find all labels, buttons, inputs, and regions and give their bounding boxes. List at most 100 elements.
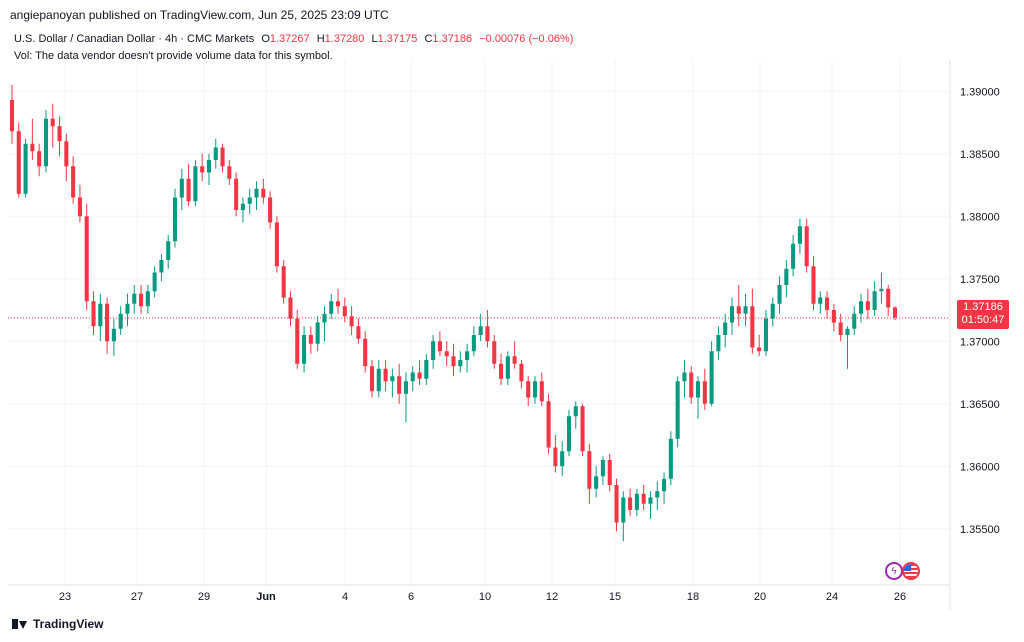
candle [125, 293, 130, 327]
candle-body [437, 341, 442, 352]
candle [648, 491, 653, 519]
y-tick-label: 1.37000 [960, 336, 1000, 348]
candle [308, 326, 313, 354]
candle [159, 253, 164, 282]
candle-body [553, 447, 558, 467]
candle [526, 376, 531, 407]
candle-body [206, 160, 212, 173]
candle-body [322, 313, 327, 323]
candle-body [478, 326, 483, 335]
candle [179, 168, 184, 210]
candle [566, 410, 572, 457]
candle [689, 366, 694, 404]
candle-body [166, 241, 171, 260]
open-label: O [261, 33, 270, 45]
tradingview-brand[interactable]: TradingView [12, 617, 103, 631]
candle-body [315, 322, 320, 344]
candle [763, 310, 768, 357]
candle [519, 360, 524, 389]
candle-body [859, 301, 864, 314]
candle [485, 310, 490, 348]
candle-body [825, 297, 830, 310]
candle-body [668, 438, 673, 479]
candle-body [655, 491, 660, 498]
candle-body [587, 451, 592, 489]
candle [376, 360, 381, 398]
candle-body [57, 126, 62, 142]
candle [784, 260, 789, 298]
lightning-icon[interactable]: ϟ [885, 562, 903, 580]
candle [675, 376, 680, 448]
candle-body [383, 368, 388, 382]
candle [105, 297, 110, 354]
candle [499, 353, 504, 385]
candle [573, 401, 578, 429]
y-tick-label: 1.35500 [960, 524, 1000, 536]
candle-body [675, 381, 680, 439]
bar-countdown: 01:50:47 [961, 314, 1005, 326]
candle-body [91, 301, 96, 327]
candle [886, 285, 891, 317]
candle [879, 272, 884, 304]
candle [9, 85, 15, 144]
candle [227, 160, 232, 185]
x-tick-label: 18 [687, 591, 699, 603]
candle [777, 276, 782, 314]
candle [23, 138, 28, 198]
candle [98, 293, 103, 342]
candle-body [145, 291, 150, 307]
candle [736, 285, 741, 327]
open-value: 1.37267 [269, 33, 310, 45]
price-axis[interactable]: 1.35500 1.36000 1.36500 1.37000 1.37500 1.380… [960, 86, 1000, 536]
candle [315, 316, 320, 352]
candle-body [566, 416, 572, 452]
candle-body [784, 268, 789, 285]
candle-body [43, 118, 48, 167]
candle-body [791, 243, 796, 269]
candle [390, 368, 395, 398]
candle-body [9, 100, 15, 132]
candle-body [471, 335, 476, 352]
candle-body [499, 363, 504, 379]
candle-body [111, 328, 116, 342]
candle-body [37, 151, 42, 167]
candle [424, 353, 429, 385]
candle [811, 256, 816, 310]
candle [329, 293, 334, 319]
tradingview-logo-icon [12, 619, 28, 629]
candle [268, 191, 273, 229]
candle-body [159, 260, 164, 273]
candle [417, 360, 422, 385]
candle [145, 285, 150, 314]
candle-body [662, 478, 667, 492]
candle [397, 363, 402, 404]
symbol-title[interactable]: U.S. Dollar / Canadian Dollar · 4h · CMC… [14, 33, 255, 45]
candle [560, 441, 565, 477]
candle [139, 285, 144, 314]
candle [723, 313, 728, 348]
candle [859, 293, 864, 323]
symbol-legend: U.S. Dollar / Canadian Dollar · 4h · CMC… [14, 33, 573, 45]
candle [206, 153, 212, 185]
candle-body [573, 406, 578, 417]
low-label: L [371, 33, 378, 45]
candle-body [512, 356, 517, 364]
x-tick-label: 10 [479, 591, 491, 603]
candle [716, 326, 721, 360]
candle-body [234, 178, 239, 210]
candle-body [872, 291, 877, 310]
us-flag-icon[interactable] [902, 562, 920, 580]
time-axis[interactable]: 23 27 29 Jun 4 6 10 12 15 18 20 24 26 [59, 591, 906, 603]
candle-body [634, 493, 639, 510]
candle-body [179, 178, 184, 198]
candle-body [71, 166, 76, 198]
candle-body [403, 381, 408, 394]
candle [791, 235, 796, 277]
candle [213, 138, 218, 169]
candle-body [431, 341, 436, 360]
candle [193, 160, 198, 207]
candle-body [607, 460, 612, 485]
candle [240, 197, 245, 223]
candle [50, 103, 55, 148]
